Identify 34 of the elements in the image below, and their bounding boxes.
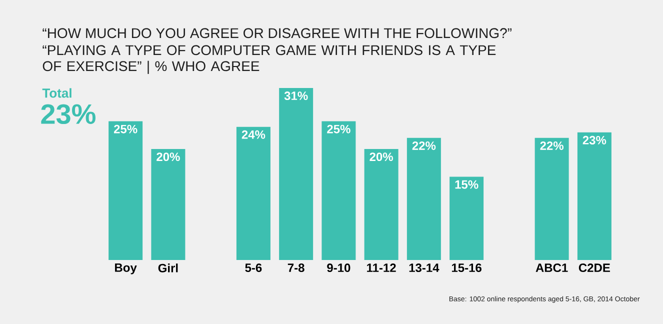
text: Total: [42, 88, 72, 98]
x-tick-label: C2DE: [578, 264, 610, 272]
data-label: 25%: [114, 124, 138, 134]
bar: [364, 149, 398, 260]
x-tick-label: 7-8: [288, 264, 304, 272]
bar: [279, 88, 314, 260]
data-label: 23%: [582, 136, 606, 144]
chart-title: “HOW MUCH DO YOU AGREE OR DISAGREE WITH THE FOLLOWING?”: [42, 28, 512, 38]
data-label: 25%: [327, 124, 350, 134]
data-label: 31%: [284, 92, 308, 100]
data-label: 24%: [242, 130, 266, 139]
bar: [108, 121, 143, 260]
x-tick-label: 5-6: [245, 264, 262, 272]
x-tick-label: 11-12: [367, 264, 396, 272]
bar: [450, 176, 484, 260]
x-tick-label: Girl: [158, 264, 178, 272]
bar: [577, 132, 612, 260]
data-label: 22%: [540, 141, 564, 150]
bar: [236, 126, 270, 260]
bar: [151, 149, 186, 260]
data-label: 15%: [455, 180, 478, 189]
x-tick-label: 13-14: [409, 264, 440, 272]
x-tick-label: 9-10: [327, 264, 350, 272]
x-tick-label: ABC1: [536, 264, 568, 272]
bar: [406, 138, 441, 260]
data-label: 22%: [412, 141, 436, 150]
bar: [534, 138, 569, 260]
text: 23%: [41, 104, 96, 124]
data-label: 20%: [370, 152, 394, 162]
data-label: 20%: [156, 152, 180, 162]
chart-subtitle: “PLAYING A TYPE OF COMPUTER GAME WITH FRIENDS IS A TYPE OF EXERCISE” | % WHO AGREE: [42, 45, 496, 74]
bar: [322, 121, 356, 260]
x-tick-label: 15-16: [452, 264, 482, 272]
x-tick-label: Boy: [115, 264, 137, 274]
